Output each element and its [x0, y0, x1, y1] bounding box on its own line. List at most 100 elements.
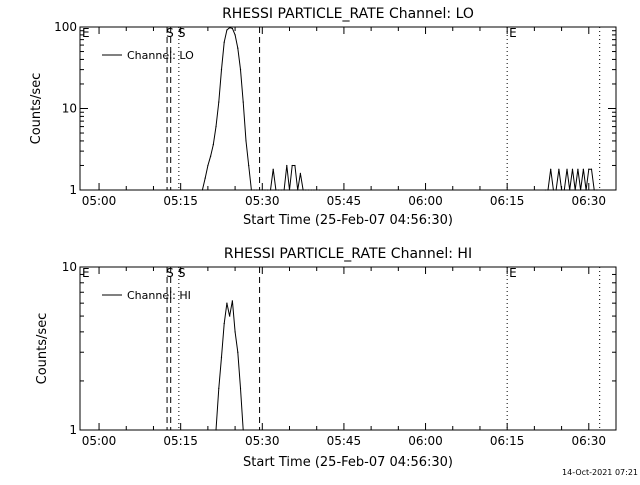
footer-timestamp: 14-Oct-2021 07:21 — [562, 468, 638, 477]
series-point — [261, 189, 263, 191]
series-point — [552, 189, 555, 191]
series-point — [250, 189, 253, 191]
series-point — [563, 189, 565, 191]
series-point — [237, 351, 239, 353]
legend-entry: Channel: LO — [127, 49, 194, 62]
annotation-label: S — [166, 26, 174, 40]
series-point — [275, 189, 277, 191]
legend-entry: Channel: HI — [127, 289, 191, 302]
x-tick-label: 06:00 — [408, 194, 443, 208]
series-point — [544, 189, 546, 191]
x-axis-label: Start Time (25-Feb-07 04:56:30) — [243, 455, 453, 470]
series-point — [231, 300, 233, 302]
series-point — [201, 189, 204, 191]
x-tick-label: 05:00 — [82, 434, 117, 448]
y-tick-label: 10 — [62, 102, 77, 116]
chart-title: RHESSI PARTICLE_RATE Channel: HI — [224, 246, 472, 262]
series-point — [555, 189, 557, 191]
series-point — [577, 168, 579, 170]
series-point — [590, 168, 593, 170]
series-line — [201, 27, 597, 191]
series-point — [234, 331, 236, 333]
series-point — [212, 144, 214, 146]
series-point — [258, 189, 261, 191]
series-point — [288, 189, 291, 191]
series-point — [280, 189, 282, 191]
series-point — [272, 168, 274, 170]
y-tick-label: 1 — [69, 423, 77, 437]
y-tick-label: 10 — [62, 260, 77, 274]
series-line — [215, 300, 244, 431]
series-point — [571, 168, 574, 170]
series-point — [231, 27, 233, 30]
series-point — [220, 69, 223, 71]
x-tick-label: 05:00 — [82, 194, 117, 208]
series-point — [596, 189, 598, 191]
series-point — [318, 189, 321, 191]
y-axis-label: Counts/sec — [29, 73, 44, 145]
y-tick-label: 1 — [69, 183, 77, 197]
series-point — [248, 164, 250, 167]
x-tick-label: 05:15 — [163, 434, 198, 448]
x-tick-label: 05:45 — [327, 194, 362, 208]
series-point — [242, 101, 244, 103]
series-point — [574, 189, 576, 191]
x-tick-label: 06:15 — [490, 194, 525, 208]
series-point — [580, 189, 582, 191]
series-point — [223, 322, 225, 325]
series-point — [229, 27, 231, 29]
series-point — [560, 189, 563, 191]
series-point — [302, 189, 304, 191]
series-point — [550, 168, 552, 170]
series-point — [299, 172, 301, 174]
annotation-label: E — [509, 266, 517, 280]
series-point — [310, 189, 312, 191]
series-point — [593, 189, 595, 191]
x-tick-label: 05:45 — [327, 434, 362, 448]
x-axis-label: Start Time (25-Feb-07 04:56:30) — [243, 213, 453, 228]
y-tick-label: 100 — [54, 20, 77, 34]
series-point — [286, 164, 288, 167]
series-point — [229, 315, 231, 317]
series-point — [267, 189, 269, 191]
series-point — [316, 189, 318, 191]
series-point — [207, 164, 209, 167]
series-point — [264, 189, 266, 191]
series-point — [209, 155, 212, 157]
series-point — [239, 387, 242, 389]
annotation-label: S — [178, 26, 186, 40]
series-point — [297, 189, 299, 191]
series-point — [220, 356, 223, 358]
series-point — [569, 189, 571, 191]
series-point — [256, 189, 258, 191]
annotation-label: S — [166, 266, 174, 280]
annotation-label: S — [178, 266, 186, 280]
series-point — [582, 168, 584, 170]
series-point — [218, 101, 220, 103]
annotation-label: E — [509, 26, 517, 40]
chart-title: RHESSI PARTICLE_RATE Channel: LO — [222, 6, 474, 22]
series-point — [204, 177, 206, 179]
y-axis-label: Counts/sec — [35, 313, 50, 385]
x-tick-label: 06:30 — [571, 434, 606, 448]
x-tick-label: 06:00 — [408, 434, 443, 448]
series-point — [218, 387, 220, 389]
series-point — [313, 189, 315, 191]
series-point — [237, 47, 239, 49]
annotation-label: E — [82, 266, 90, 280]
series-point — [278, 189, 280, 191]
series-point — [223, 41, 225, 43]
chart-panel-lo: RHESSI PARTICLE_RATE Channel: LO 05:00 05:… — [29, 6, 617, 228]
series-point — [226, 29, 228, 31]
series-point — [234, 34, 236, 36]
series-point — [226, 302, 228, 304]
series-point — [215, 429, 217, 431]
x-tick-label: 05:30 — [245, 194, 280, 208]
series-point — [215, 125, 217, 128]
series-point — [547, 189, 549, 191]
series-point — [294, 164, 296, 167]
series-point — [242, 429, 244, 431]
series-point — [566, 168, 568, 170]
series-point — [283, 189, 285, 191]
